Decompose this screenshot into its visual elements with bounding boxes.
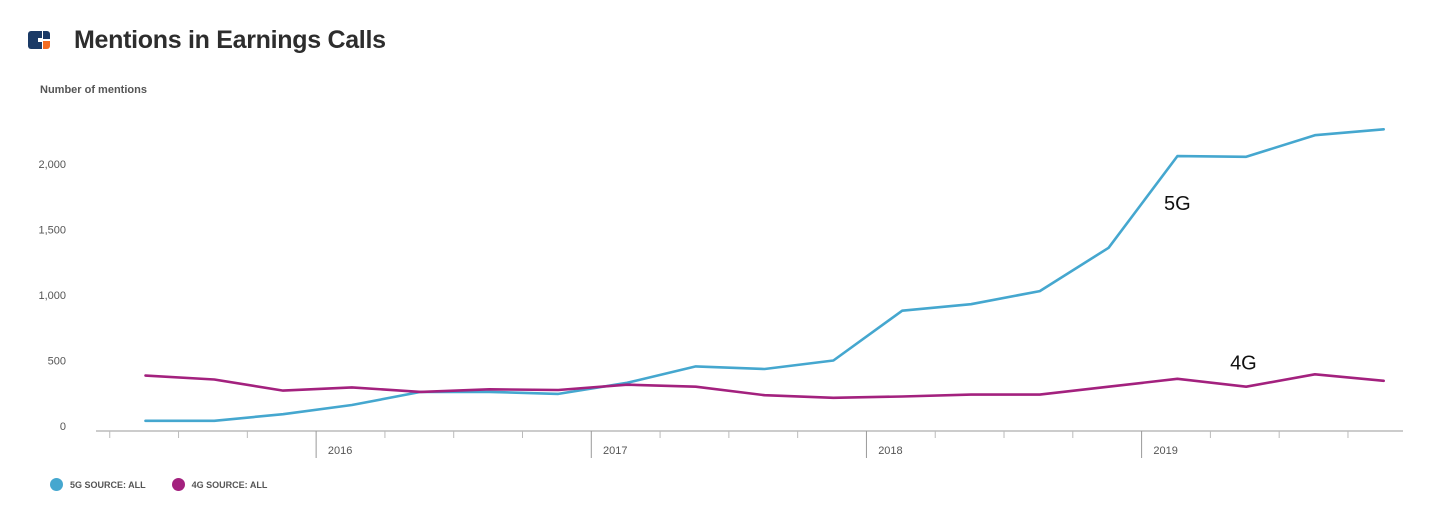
legend-dot-4g bbox=[171, 478, 185, 491]
series-line-5g bbox=[144, 128, 1385, 423]
y-tick-label: 1,000 bbox=[38, 290, 66, 302]
x-tick-label: 2017 bbox=[603, 445, 627, 457]
x-tick-label: 2018 bbox=[878, 445, 902, 457]
legend-item-4g[interactable]: 4G SOURCE: ALL bbox=[171, 478, 268, 491]
chart-header: Mentions in Earnings Calls bbox=[28, 24, 386, 56]
series-annotation-4g: 4G bbox=[1230, 353, 1257, 375]
legend-item-5g[interactable]: 5G SOURCE: ALL bbox=[50, 478, 146, 491]
y-tick-label: 500 bbox=[48, 356, 66, 368]
legend-dot-5g bbox=[50, 478, 63, 491]
y-tick-label: 0 bbox=[60, 421, 66, 433]
chart-legend: 5G SOURCE: ALL 4G SOURCE: ALL bbox=[50, 478, 293, 491]
series-line-4g bbox=[144, 372, 1385, 400]
y-tick-label: 1,500 bbox=[38, 225, 66, 237]
legend-label-5g: 5G SOURCE: ALL bbox=[70, 479, 146, 490]
chart-title: Mentions in Earnings Calls bbox=[74, 25, 386, 54]
y-tick-label: 2,000 bbox=[38, 159, 66, 171]
company-logo-icon bbox=[28, 31, 50, 49]
x-tick-label: 2019 bbox=[1153, 445, 1177, 457]
series-annotation-5g: 5G bbox=[1164, 193, 1191, 215]
x-tick-label: 2016 bbox=[328, 445, 352, 457]
legend-label-4g: 4G SOURCE: ALL bbox=[191, 479, 268, 490]
y-axis-label: Number of mentions bbox=[40, 84, 147, 96]
